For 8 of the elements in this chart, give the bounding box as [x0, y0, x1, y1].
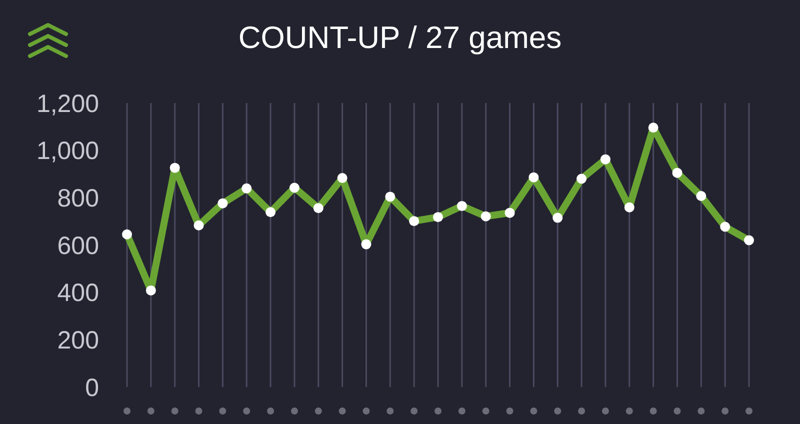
- chart-title: COUNT-UP / 27 games: [237, 20, 563, 56]
- y-tick-label: 200: [57, 326, 99, 355]
- y-tick-label: 0: [85, 374, 99, 402]
- y-tick-label: 400: [57, 279, 99, 308]
- y-tick-label: 1,000: [36, 137, 99, 166]
- y-tick-label: 1,200: [36, 90, 99, 118]
- y-tick-label: 800: [57, 184, 99, 213]
- y-tick-label: 600: [57, 232, 99, 260]
